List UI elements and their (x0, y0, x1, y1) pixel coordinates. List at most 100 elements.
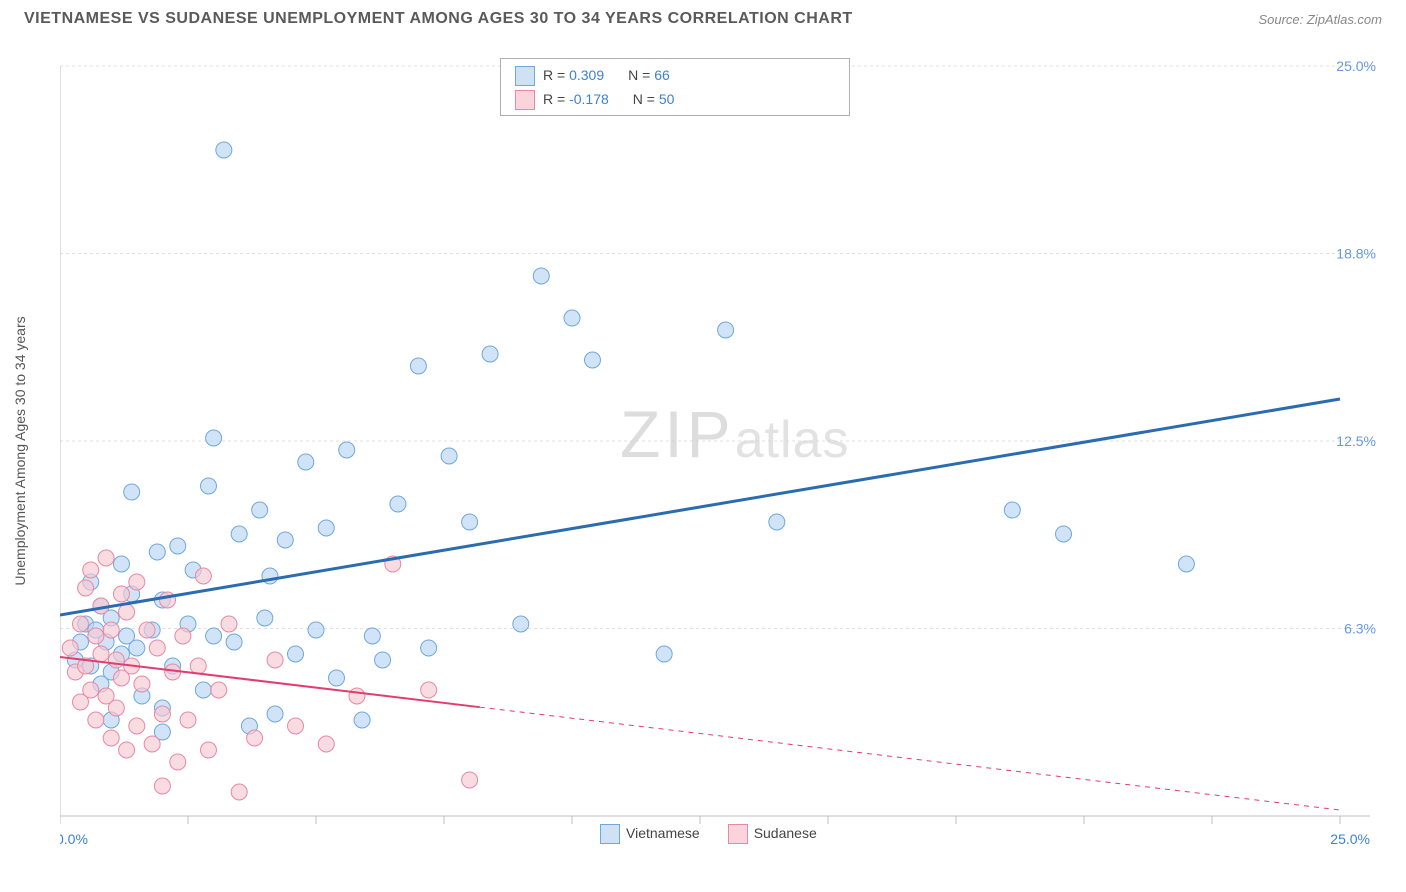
data-point (129, 640, 145, 656)
data-point (364, 628, 380, 644)
data-point (482, 346, 498, 362)
data-point (113, 556, 129, 572)
legend-r-label: R = (543, 67, 569, 83)
data-point (170, 538, 186, 554)
trend-line-extrapolated (480, 707, 1340, 810)
legend-n-label: N = (628, 67, 654, 83)
y-tick-label: 25.0% (1336, 58, 1376, 74)
data-point (247, 730, 263, 746)
data-point (1004, 502, 1020, 518)
legend-n-value: 50 (659, 91, 675, 107)
data-point (349, 688, 365, 704)
data-point (308, 622, 324, 638)
data-point (103, 622, 119, 638)
data-point (298, 454, 314, 470)
legend-swatch (600, 824, 620, 844)
data-point (139, 622, 155, 638)
data-point (83, 562, 99, 578)
legend-swatch (515, 90, 535, 110)
source-attribution: Source: ZipAtlas.com (1258, 12, 1382, 27)
data-point (410, 358, 426, 374)
data-point (584, 352, 600, 368)
data-point (564, 310, 580, 326)
data-point (78, 580, 94, 596)
data-point (354, 712, 370, 728)
data-point (149, 640, 165, 656)
data-point (175, 628, 191, 644)
data-point (513, 616, 529, 632)
x-max-label: 25.0% (1330, 831, 1370, 846)
data-point (252, 502, 268, 518)
data-point (119, 742, 135, 758)
data-point (216, 142, 232, 158)
data-point (339, 442, 355, 458)
data-point (190, 658, 206, 674)
data-point (103, 730, 119, 746)
data-point (88, 712, 104, 728)
data-point (154, 706, 170, 722)
data-point (221, 616, 237, 632)
scatter-chart: 0.0%25.0%25.0%18.8%12.5%6.3% (60, 56, 1380, 846)
data-point (93, 646, 109, 662)
data-point (154, 778, 170, 794)
header: VIETNAMESE VS SUDANESE UNEMPLOYMENT AMON… (0, 0, 1406, 32)
data-point (129, 718, 145, 734)
legend-series-name: Vietnamese (626, 825, 700, 841)
data-point (441, 448, 457, 464)
data-point (267, 706, 283, 722)
data-point (375, 652, 391, 668)
data-point (88, 628, 104, 644)
legend-swatch (728, 824, 748, 844)
series-legend: Vietnamese Sudanese (600, 824, 845, 844)
data-point (769, 514, 785, 530)
data-point (288, 646, 304, 662)
data-point (211, 682, 227, 698)
data-point (195, 682, 211, 698)
data-point (108, 700, 124, 716)
data-point (108, 652, 124, 668)
legend-n-label: N = (633, 91, 659, 107)
data-point (328, 670, 344, 686)
data-point (72, 616, 88, 632)
legend-r-value: -0.178 (569, 91, 609, 107)
source-name: ZipAtlas.com (1307, 12, 1382, 27)
data-point (656, 646, 672, 662)
legend-item: Vietnamese (600, 825, 700, 841)
data-point (83, 682, 99, 698)
data-point (231, 784, 247, 800)
data-point (277, 532, 293, 548)
data-point (318, 736, 334, 752)
y-tick-label: 18.8% (1336, 246, 1376, 262)
correlation-legend: R = 0.309N = 66R = -0.178N = 50 (500, 58, 850, 116)
data-point (267, 652, 283, 668)
data-point (206, 628, 222, 644)
data-point (533, 268, 549, 284)
data-point (98, 550, 114, 566)
y-tick-label: 6.3% (1344, 621, 1376, 637)
data-point (390, 496, 406, 512)
data-point (206, 430, 222, 446)
data-point (226, 634, 242, 650)
data-point (231, 526, 247, 542)
data-point (119, 604, 135, 620)
legend-r-value: 0.309 (569, 67, 604, 83)
data-point (421, 640, 437, 656)
y-tick-label: 12.5% (1336, 433, 1376, 449)
data-point (195, 568, 211, 584)
data-point (170, 754, 186, 770)
data-point (134, 676, 150, 692)
data-point (462, 514, 478, 530)
data-point (718, 322, 734, 338)
legend-n-value: 66 (654, 67, 670, 83)
data-point (180, 712, 196, 728)
chart-area: Unemployment Among Ages 30 to 34 years 0… (60, 56, 1380, 846)
data-point (421, 682, 437, 698)
data-point (288, 718, 304, 734)
legend-swatch (515, 66, 535, 86)
data-point (1056, 526, 1072, 542)
legend-item: Sudanese (728, 825, 817, 841)
data-point (257, 610, 273, 626)
data-point (62, 640, 78, 656)
data-point (462, 772, 478, 788)
data-point (124, 484, 140, 500)
